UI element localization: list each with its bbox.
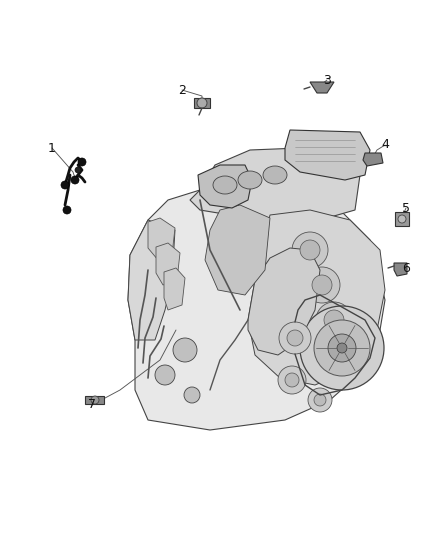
Polygon shape — [128, 185, 385, 430]
Polygon shape — [285, 130, 370, 180]
Circle shape — [279, 322, 311, 354]
Ellipse shape — [238, 171, 262, 189]
Polygon shape — [395, 212, 409, 226]
Circle shape — [71, 176, 79, 184]
Text: 5: 5 — [402, 201, 410, 214]
Polygon shape — [148, 218, 175, 260]
Text: 3: 3 — [323, 74, 331, 86]
Circle shape — [324, 310, 344, 330]
Circle shape — [398, 215, 406, 223]
Circle shape — [285, 373, 299, 387]
Polygon shape — [128, 220, 175, 340]
Polygon shape — [310, 82, 334, 93]
Polygon shape — [156, 243, 180, 285]
Polygon shape — [198, 165, 252, 208]
Circle shape — [278, 366, 306, 394]
Circle shape — [197, 98, 207, 108]
Text: 2: 2 — [178, 84, 186, 96]
Circle shape — [300, 240, 320, 260]
Circle shape — [184, 387, 200, 403]
Circle shape — [316, 302, 352, 338]
Circle shape — [314, 320, 370, 376]
Polygon shape — [194, 98, 210, 108]
Polygon shape — [248, 210, 385, 385]
Circle shape — [287, 330, 303, 346]
Ellipse shape — [213, 176, 237, 194]
Circle shape — [308, 388, 332, 412]
Polygon shape — [85, 396, 104, 404]
Circle shape — [328, 334, 356, 362]
Circle shape — [63, 206, 71, 214]
Circle shape — [314, 394, 326, 406]
Text: 1: 1 — [48, 141, 56, 155]
Circle shape — [312, 275, 332, 295]
Circle shape — [300, 306, 384, 390]
Polygon shape — [394, 263, 407, 276]
Circle shape — [78, 158, 86, 166]
Circle shape — [91, 396, 99, 404]
Circle shape — [173, 338, 197, 362]
Ellipse shape — [263, 166, 287, 184]
Circle shape — [304, 267, 340, 303]
Polygon shape — [248, 248, 320, 355]
Circle shape — [75, 167, 81, 173]
Polygon shape — [164, 268, 185, 310]
Text: 7: 7 — [88, 399, 96, 411]
Circle shape — [337, 343, 347, 353]
Circle shape — [155, 365, 175, 385]
Polygon shape — [190, 148, 360, 220]
Circle shape — [292, 232, 328, 268]
Circle shape — [61, 181, 69, 189]
Text: 4: 4 — [381, 139, 389, 151]
Polygon shape — [363, 153, 383, 166]
Polygon shape — [205, 205, 270, 295]
Text: 6: 6 — [402, 262, 410, 274]
